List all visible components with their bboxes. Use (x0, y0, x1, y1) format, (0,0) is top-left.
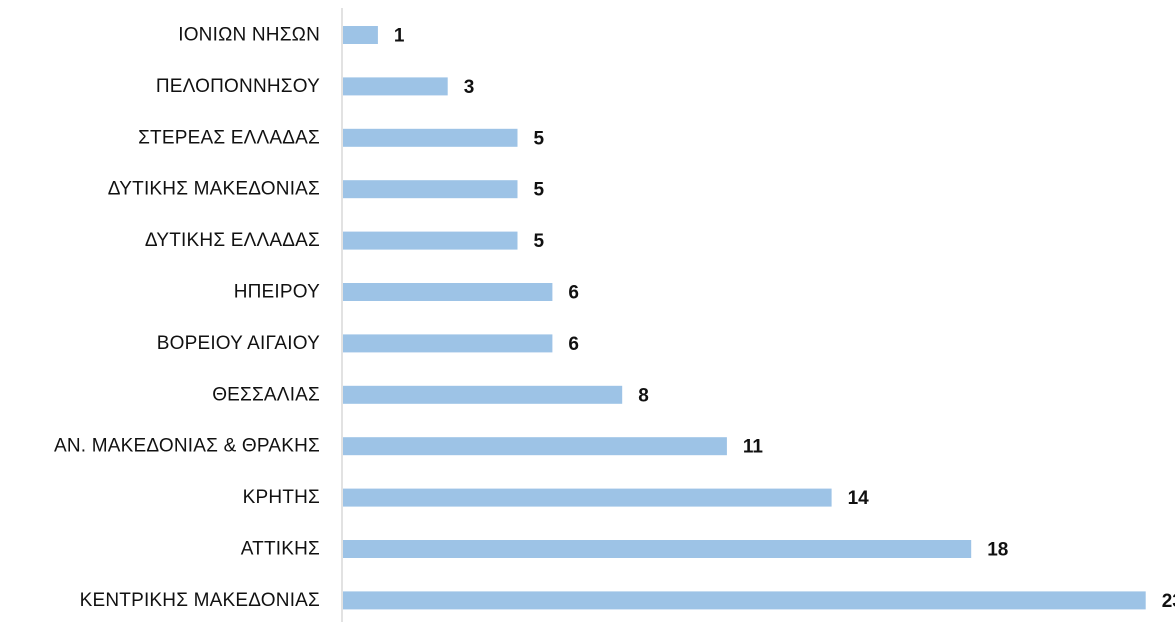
value-label: 18 (987, 540, 1008, 561)
category-label: ΑΝ. ΜΑΚΕΔΟΝΙΑΣ & ΘΡΑΚΗΣ (54, 436, 320, 457)
category-label: ΗΠΕΙΡΟΥ (234, 282, 320, 303)
value-label: 14 (848, 488, 870, 509)
value-label: 5 (534, 231, 545, 252)
category-label: ΠΕΛΟΠΟΝΝΗΣΟΥ (156, 76, 320, 97)
bar (343, 540, 972, 558)
bar (343, 488, 832, 507)
bars-group (343, 26, 1146, 610)
bar (343, 283, 553, 301)
bar (343, 180, 518, 199)
bar (343, 437, 727, 456)
category-label: ΚΡΗΤΗΣ (243, 487, 320, 508)
value-label: 5 (534, 128, 545, 149)
bar (343, 231, 518, 250)
bar (343, 128, 518, 147)
category-label: ΘΕΣΣΑΛΙΑΣ (212, 384, 320, 405)
value-label: 1 (394, 26, 405, 47)
category-label: ΙΟΝΙΩΝ ΝΗΣΩΝ (178, 25, 320, 46)
value-label: 5 (534, 180, 545, 201)
bar (343, 26, 378, 44)
bar (343, 77, 448, 96)
value-label: 3 (464, 77, 475, 98)
category-labels-group: ΙΟΝΙΩΝ ΝΗΣΩΝ ΠΕΛΟΠΟΝΝΗΣΟΥ ΣΤΕΡΕΑΣ ΕΛΛΑΔΑΣ Δ… (54, 25, 320, 611)
category-label: ΑΤΤΙΚΗΣ (241, 539, 320, 560)
category-label: ΒΟΡΕΙΟΥ ΑΙΓΑΙΟΥ (157, 333, 320, 354)
bar (343, 591, 1146, 610)
category-label: ΔΥΤΙΚΗΣ ΕΛΛΑΔΑΣ (145, 230, 320, 251)
category-label: ΔΥΤΙΚΗΣ ΜΑΚΕΔΟΝΙΑΣ (108, 179, 320, 200)
category-label: ΚΕΝΤΡΙΚΗΣ ΜΑΚΕΔΟΝΙΑΣ (80, 590, 320, 611)
value-label: 6 (568, 334, 579, 355)
value-label: 6 (568, 283, 579, 304)
value-label: 23 (1162, 591, 1175, 612)
bar (343, 334, 553, 353)
value-label: 11 (743, 437, 764, 458)
value-labels-group: 1 3 5 5 5 6 6 8 11 14 18 23 (394, 26, 1175, 612)
value-label: 8 (638, 385, 649, 406)
bar (343, 385, 623, 404)
category-label: ΣΤΕΡΕΑΣ ΕΛΛΑΔΑΣ (138, 127, 320, 148)
